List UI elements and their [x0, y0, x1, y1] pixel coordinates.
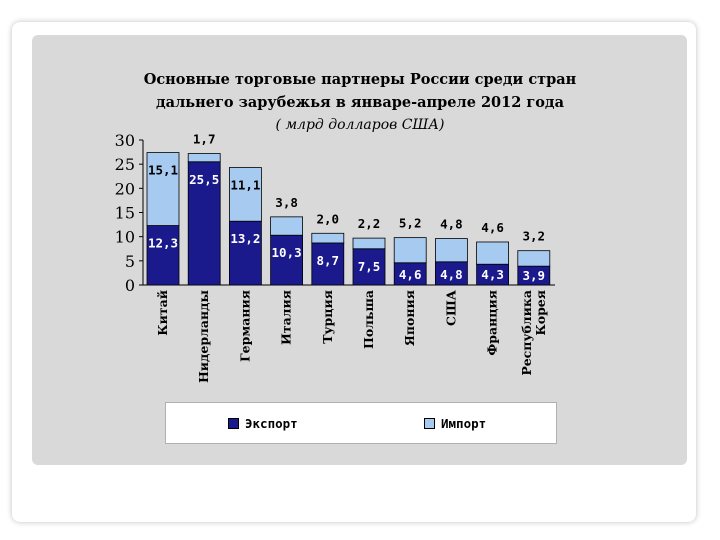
- data-label-import: 3,2: [523, 229, 546, 244]
- bar-import: [476, 241, 510, 265]
- data-label-import: 2,2: [358, 216, 381, 231]
- y-tick-label: 0: [125, 276, 135, 295]
- category-label: Япония: [402, 290, 417, 346]
- category-label: Италия: [279, 290, 294, 345]
- category-label: Корея: [533, 290, 548, 336]
- legend-label-import: Импорт: [441, 416, 487, 431]
- data-label-import: 11,1: [230, 178, 260, 193]
- bar-export: [187, 161, 221, 286]
- chart-title-line-1: Основные торговые партнеры России среди …: [143, 71, 577, 88]
- y-tick-label: 10: [115, 228, 135, 247]
- category-label: Франция: [485, 290, 500, 356]
- data-label-export: 10,3: [272, 245, 302, 260]
- data-label-import: 5,2: [399, 216, 422, 231]
- category-label: США: [443, 289, 458, 326]
- bar-export: [311, 242, 345, 286]
- data-label-import: 1,7: [193, 132, 216, 147]
- y-tick-label: 15: [115, 204, 135, 223]
- bar-import: [270, 216, 304, 236]
- bar-import: [393, 237, 427, 264]
- data-label-export: 12,3: [148, 236, 178, 251]
- data-label-export: 4,3: [481, 267, 504, 282]
- chart-legend: Экспорт Импорт: [165, 402, 557, 444]
- legend-label-export: Экспорт: [245, 416, 298, 431]
- chart-subtitle: ( млрд долларов США): [275, 117, 445, 133]
- data-label-export: 4,8: [440, 267, 463, 282]
- category-label: Турция: [320, 290, 335, 344]
- data-label-import: 2,0: [317, 211, 340, 226]
- data-label-import: 4,6: [481, 220, 504, 235]
- bar-export: [270, 234, 304, 286]
- category-label: Польша: [361, 290, 376, 349]
- data-label-import: 15,1: [148, 163, 178, 178]
- legend-swatch-import: [424, 418, 435, 429]
- bar-import: [434, 238, 468, 263]
- legend-swatch-export: [228, 418, 239, 429]
- bar-import: [228, 167, 262, 222]
- data-label-export: 7,5: [358, 259, 381, 274]
- y-tick-label: 30: [115, 131, 135, 150]
- data-label-export: 13,2: [230, 231, 260, 246]
- chart-title: Основные торговые партнеры России среди …: [140, 68, 580, 114]
- bar-import: [187, 153, 221, 163]
- bar-export: [228, 220, 262, 286]
- data-label-export: 8,7: [317, 253, 340, 268]
- data-label-export: 3,9: [523, 268, 546, 283]
- data-label-export: 4,6: [399, 267, 422, 282]
- category-label: Нидерланды: [196, 290, 211, 383]
- legend-item-import: Импорт: [424, 416, 486, 431]
- category-label: Китай: [155, 290, 170, 336]
- y-tick-label: 25: [115, 155, 135, 174]
- y-tick-label: 20: [115, 179, 135, 198]
- legend-item-export: Экспорт: [228, 416, 298, 431]
- data-label-import: 4,8: [440, 217, 463, 232]
- bar-import: [517, 250, 551, 267]
- bar-import: [352, 237, 386, 250]
- bar-import: [146, 152, 180, 226]
- data-label-export: 25,5: [189, 172, 219, 187]
- bar-export: [352, 248, 386, 286]
- data-label-import: 3,8: [275, 195, 298, 210]
- bar-export: [146, 225, 180, 286]
- y-tick-label: 5: [125, 252, 135, 271]
- chart-title-line-2: дальнего зарубежья в январе-апреле 2012 …: [156, 94, 564, 111]
- category-label: Германия: [237, 290, 252, 362]
- bar-import: [311, 232, 345, 244]
- category-label: Республика: [519, 290, 534, 376]
